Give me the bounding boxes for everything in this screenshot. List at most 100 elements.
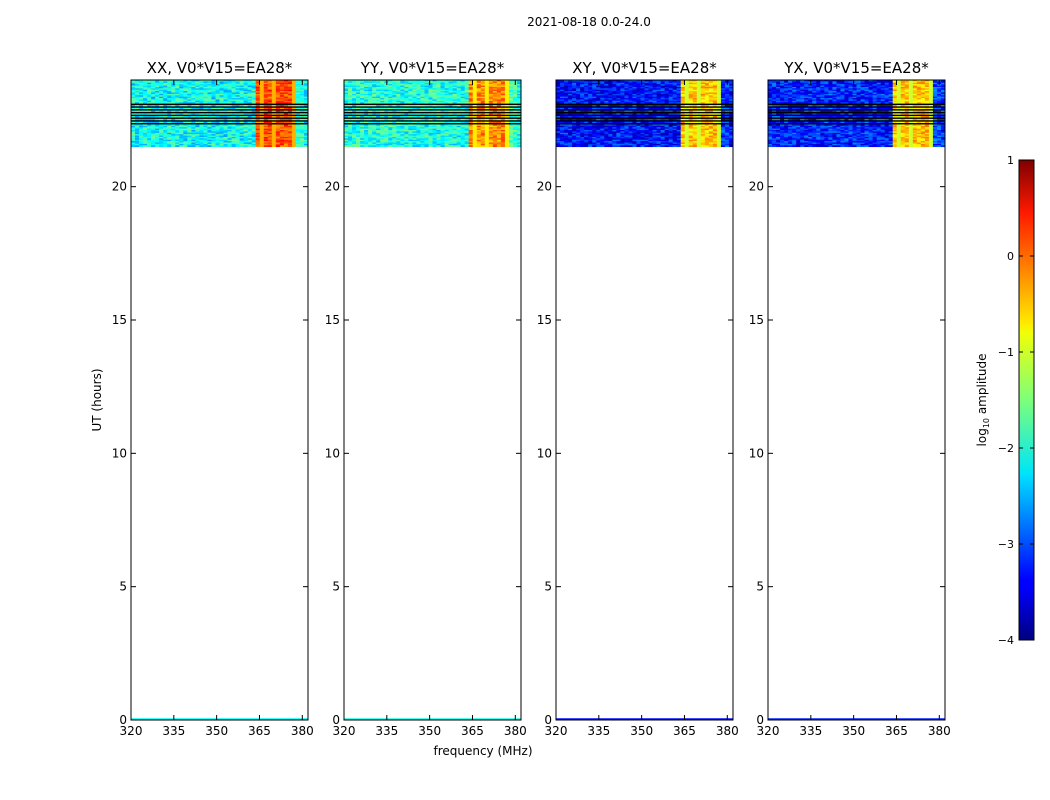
heatmap-cell	[672, 131, 678, 134]
heatmap-cell	[195, 81, 200, 84]
heatmap-cell	[508, 118, 514, 121]
heatmap-cell	[215, 96, 220, 99]
heatmap-cell	[648, 86, 653, 89]
heatmap-cell	[676, 116, 682, 118]
heatmap-cell	[147, 136, 152, 139]
heatmap-cell	[664, 128, 670, 131]
heatmap-cell	[135, 143, 140, 146]
heatmap-cell	[416, 116, 421, 118]
heatmap-cell	[392, 107, 397, 110]
heatmap-cell	[344, 93, 349, 96]
heatmap-cell	[428, 113, 433, 116]
heatmap-cell	[199, 118, 204, 121]
heatmap-cell	[207, 91, 212, 93]
heatmap-cell	[452, 86, 458, 89]
heatmap-cell	[392, 93, 397, 96]
heatmap-cell	[159, 107, 164, 110]
heatmap-cell	[500, 107, 506, 110]
heatmap-cell	[247, 116, 253, 118]
heatmap-cell	[604, 118, 609, 121]
heatmap-cell	[488, 84, 494, 86]
heatmap-cell	[680, 99, 686, 102]
heatmap-cell	[608, 110, 613, 113]
heatmap-cell	[600, 130, 605, 132]
heatmap-cell	[283, 116, 289, 118]
heatmap-cell	[392, 89, 397, 92]
heatmap-cell	[259, 143, 265, 146]
heatmap-cell	[348, 131, 353, 134]
heatmap-cell	[223, 127, 228, 130]
heatmap-cell	[608, 86, 613, 89]
heatmap-cell	[500, 125, 506, 128]
heatmap-cell	[171, 139, 176, 142]
heatmap-cell	[207, 89, 212, 92]
heatmap-cell	[672, 86, 678, 89]
heatmap-cell	[392, 138, 397, 141]
heatmap-cell	[476, 136, 482, 139]
heatmap-cell	[556, 81, 561, 84]
heatmap-cell	[231, 110, 236, 113]
heatmap-cell	[364, 143, 369, 146]
heatmap-cell	[464, 91, 470, 93]
heatmap-cell	[235, 93, 241, 96]
heatmap-cell	[676, 88, 682, 91]
heatmap-cell	[688, 113, 694, 116]
heatmap-cell	[352, 110, 357, 113]
heatmap-cell	[171, 116, 176, 118]
heatmap-cell	[227, 141, 232, 143]
heatmap-cell	[235, 85, 241, 88]
heatmap-cell	[452, 136, 458, 139]
heatmap-cell	[588, 130, 593, 132]
heatmap-cell	[472, 124, 478, 127]
heatmap-cell	[560, 110, 565, 113]
heatmap-cell	[656, 118, 661, 121]
heatmap-cell	[440, 145, 445, 148]
heatmap-cell	[404, 96, 409, 99]
heatmap-cell	[303, 139, 309, 142]
heatmap-cell	[428, 132, 433, 135]
heatmap-cell	[147, 128, 152, 131]
heatmap-cell	[287, 139, 293, 142]
heatmap-cell	[203, 102, 208, 105]
heatmap-cell	[720, 121, 726, 124]
heatmap-cell	[428, 116, 433, 118]
heatmap-cell	[440, 121, 445, 124]
heatmap-cell	[424, 116, 429, 118]
heatmap-cell	[187, 132, 192, 135]
heatmap-cell	[175, 85, 180, 88]
heatmap-cell	[155, 134, 160, 136]
heatmap-cell	[724, 128, 730, 131]
heatmap-cell	[227, 118, 232, 121]
heatmap-cell	[380, 80, 385, 82]
heatmap-cell	[500, 95, 506, 98]
heatmap-cell	[207, 86, 212, 89]
heatmap-cell	[444, 84, 449, 86]
heatmap-cell	[287, 135, 293, 138]
heatmap-cell	[688, 118, 694, 121]
heatmap-cell	[291, 131, 297, 134]
heatmap-cell	[556, 134, 561, 136]
heatmap-cell	[179, 96, 184, 99]
heatmap-cell	[468, 93, 474, 96]
heatmap-cell	[291, 142, 297, 145]
heatmap-cell	[452, 135, 458, 138]
y-tick-label: 10	[112, 446, 127, 460]
heatmap-cell	[444, 95, 449, 98]
heatmap-cell	[187, 98, 192, 100]
heatmap-cell	[424, 142, 429, 145]
heatmap-cell	[460, 84, 466, 86]
heatmap-cell	[279, 113, 285, 116]
heatmap-cell	[612, 128, 617, 131]
heatmap-cell	[668, 131, 674, 134]
heatmap-cell	[492, 142, 498, 145]
heatmap-cell	[460, 116, 466, 118]
heatmap-cell	[708, 99, 714, 102]
flagged-row	[556, 120, 733, 122]
heatmap-cell	[279, 138, 285, 141]
heatmap-cell	[496, 82, 502, 85]
heatmap-cell	[656, 99, 661, 102]
heatmap-cell	[448, 99, 454, 102]
heatmap-cell	[271, 95, 277, 98]
heatmap-cell	[680, 116, 686, 118]
heatmap-cell	[344, 135, 349, 138]
